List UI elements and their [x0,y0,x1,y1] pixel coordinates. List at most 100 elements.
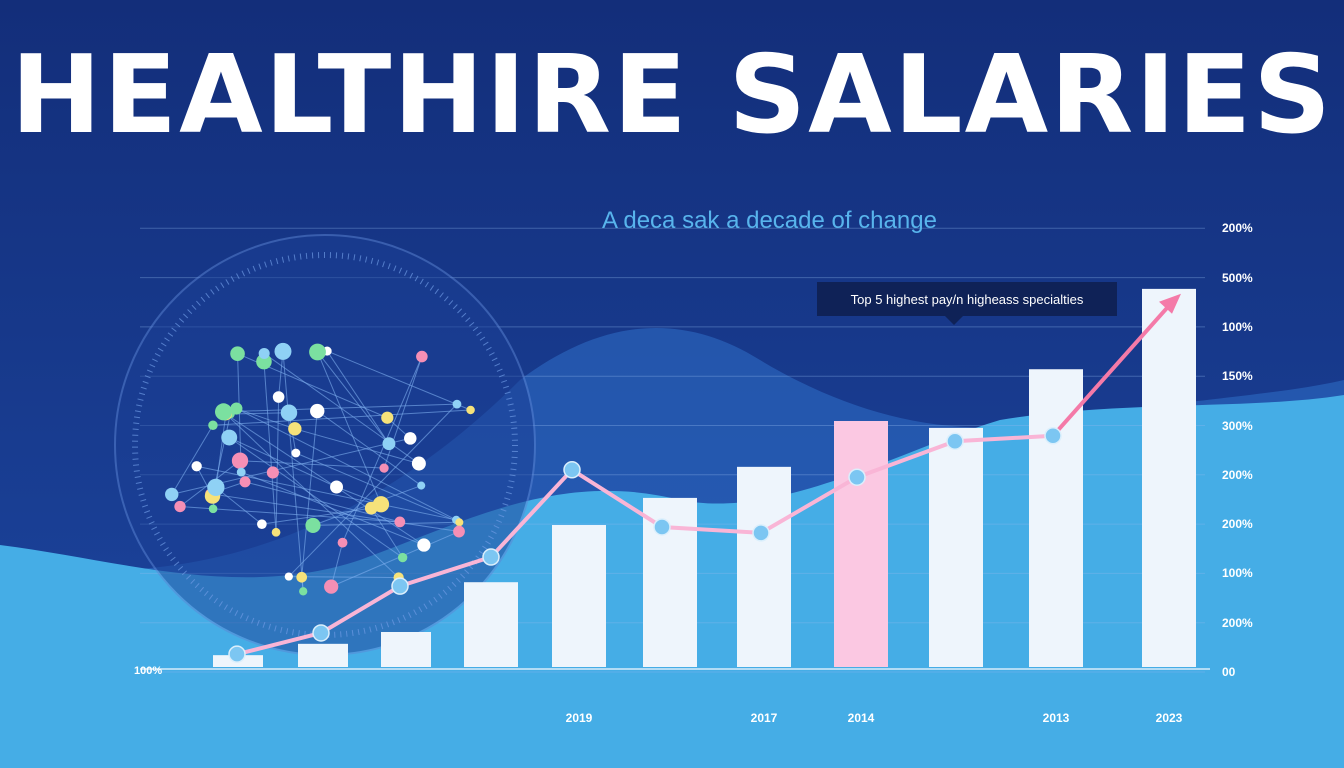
data-point [563,461,581,479]
bar [737,466,791,667]
network-node [296,571,308,583]
x-tick-label: 2014 [847,711,875,725]
data-point [312,624,330,642]
bar [1142,288,1196,667]
network-node [257,519,267,529]
network-node [466,405,475,415]
network-edge [288,576,399,579]
network-node [364,501,378,515]
network-node [310,403,325,419]
network-node [288,422,302,436]
y-tick-label: 150% [1222,369,1253,384]
network-edge [236,408,296,430]
network-node [411,456,426,471]
x-tick-label: 2017 [750,711,778,725]
network-edge [171,424,214,495]
y-tick-label: 200% [1222,615,1253,630]
annotation-callout: Top 5 highest pay/n higheass specialties [817,282,1117,325]
network-node [381,411,394,424]
network-node [309,343,326,361]
network-edge [370,507,404,558]
network-edge [229,437,337,488]
y-tick-label: 500% [1222,270,1253,285]
network-node [239,476,251,488]
network-node [324,579,339,594]
network-node [394,516,406,528]
network-node [191,461,202,472]
network-node [453,525,465,538]
data-point [391,577,409,595]
network-node [305,517,321,534]
bar [929,427,983,667]
bar [381,631,431,667]
y-tick-label: 200% [1222,221,1253,236]
data-point [228,645,246,663]
network-edge [212,409,471,426]
network-node [231,452,249,469]
data-point [482,548,500,566]
network-edge [209,493,460,533]
network-node [236,467,246,477]
page-title: HEALTHIRE SALARIES [10,33,1334,158]
network-node [208,420,218,430]
bar [552,525,606,667]
left-axis-label: 100% [134,665,163,677]
network-edge [330,542,344,587]
bar [834,420,888,667]
network-node [271,527,281,537]
data-point [946,432,964,450]
network-edge [316,410,422,486]
chart-subtitle: A deca sak a decade of change [602,207,937,234]
data-point [752,524,770,542]
trend-line-end [1051,304,1171,438]
network-node [417,538,431,552]
network-edge [225,413,425,546]
network-node [330,480,344,494]
network-edge [301,410,318,578]
network-node [221,429,238,446]
network-edge [236,408,457,521]
network-node [272,391,285,403]
y-tick-label: 200% [1222,467,1253,482]
network-node [397,552,408,563]
network-node [258,347,270,359]
network-edge [312,521,460,526]
data-point [653,518,671,536]
network-node [416,350,428,363]
network-node [337,537,348,548]
network-edge [275,396,280,533]
network-node [299,587,308,596]
network-edge [282,351,304,592]
network-node [284,572,293,581]
network-node [280,404,298,421]
data-point [1044,427,1062,445]
network-edge [317,351,390,445]
y-tick-label: 00 [1222,665,1236,679]
network-node [230,402,243,415]
network-globe [114,234,536,656]
data-point [848,468,866,486]
y-tick-label: 300% [1222,418,1253,433]
network-node [174,500,186,513]
network-edge [228,437,403,558]
network-edge [342,356,423,543]
network-node [379,463,389,473]
network-edge [230,412,290,415]
network-edge [326,350,390,444]
x-tick-label: 2019 [565,711,593,725]
bar [1029,369,1083,667]
x-tick-label: 2013 [1042,711,1070,725]
y-tick-label: 200% [1222,517,1253,532]
network-node [256,353,272,370]
network-edge [330,531,460,588]
bar [464,582,518,667]
network-node [274,342,292,360]
trend-line [236,433,1054,657]
arrow-head-icon [1159,293,1181,314]
network-node [230,346,245,362]
network-edge [241,471,425,546]
network-node [208,504,218,514]
x-tick-label: 2023 [1155,711,1183,725]
y-tick-label: 100% [1222,319,1253,334]
